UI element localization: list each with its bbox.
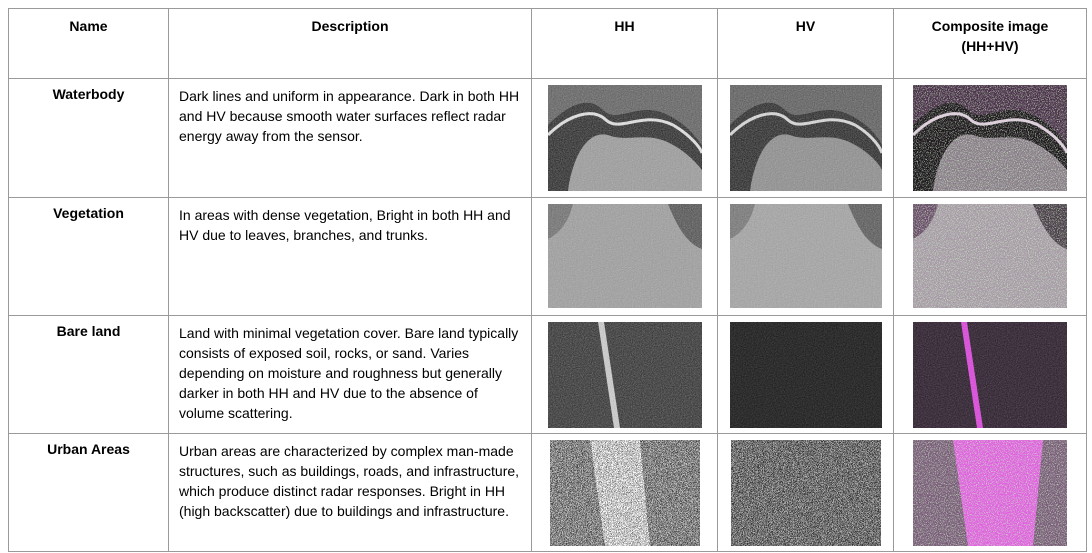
header-name: Name — [8, 8, 169, 79]
row-description-vegetation: In areas with dense vegetation, Bright i… — [168, 197, 532, 316]
header-hv: HV — [717, 8, 894, 79]
row-name-urban-areas: Urban Areas — [8, 433, 169, 552]
header-composite-line1: Composite image — [931, 18, 1049, 34]
table-row: Vegetation In areas with dense vegetatio… — [8, 197, 1087, 316]
table-row: Waterbody Dark lines and uniform in appe… — [8, 78, 1087, 198]
row-name-bare-land: Bare land — [8, 315, 169, 434]
header-row: Name Description HH HV Composite image (… — [8, 8, 1087, 79]
waterbody-hh-image — [547, 85, 702, 191]
header-composite: Composite image (HH+HV) — [893, 8, 1087, 79]
sar-classification-table: Name Description HH HV Composite image (… — [8, 8, 1087, 552]
header-hh: HH — [531, 8, 718, 79]
urban-hv-image — [730, 440, 881, 546]
vegetation-hh-image — [547, 204, 702, 308]
row-description-waterbody: Dark lines and uniform in appearance. Da… — [168, 78, 532, 198]
row-name-vegetation: Vegetation — [8, 197, 169, 316]
table-row: Bare land Land with minimal vegetation c… — [8, 315, 1087, 434]
bare-land-hh-image — [547, 322, 702, 428]
waterbody-hv-image — [729, 85, 882, 191]
urban-composite-image — [913, 440, 1067, 546]
bare-land-composite-image — [913, 322, 1067, 428]
row-description-urban-areas: Urban areas are characterized by complex… — [168, 433, 532, 552]
header-description: Description — [168, 8, 532, 79]
row-name-waterbody: Waterbody — [8, 78, 169, 198]
waterbody-composite-image — [913, 85, 1067, 191]
vegetation-hv-image — [729, 204, 882, 308]
vegetation-composite-image — [913, 204, 1067, 308]
urban-hh-image — [549, 440, 700, 546]
row-description-bare-land: Land with minimal vegetation cover. Bare… — [168, 315, 532, 434]
table-row: Urban Areas Urban areas are characterize… — [8, 433, 1087, 552]
header-composite-line2: (HH+HV) — [961, 38, 1019, 54]
bare-land-hv-image — [729, 322, 882, 428]
